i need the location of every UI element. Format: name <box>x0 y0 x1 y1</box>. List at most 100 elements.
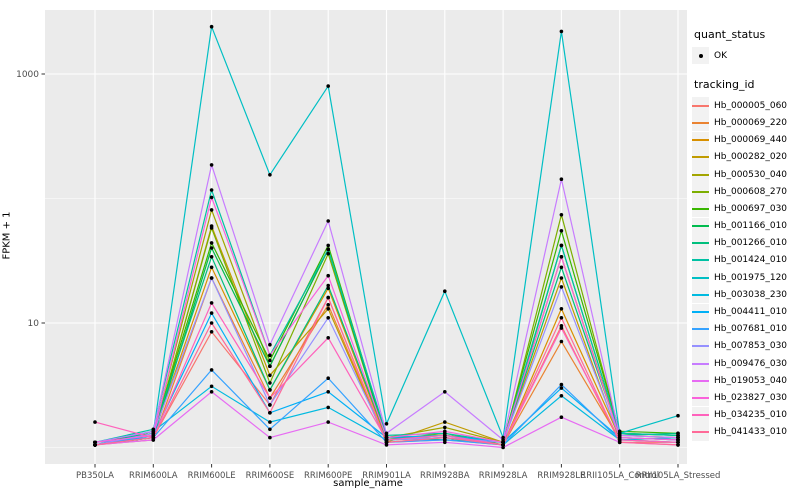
legend-line-swatch <box>692 362 709 365</box>
legend-line-swatch <box>692 396 709 399</box>
legend: quant_status OK tracking_id Hb_000005_06… <box>692 28 798 441</box>
data-point <box>501 445 505 450</box>
legend-key-box <box>692 234 709 252</box>
legend-entry-Hb_023827_030: Hb_023827_030 <box>692 389 798 407</box>
legend-label: Hb_000697_030 <box>714 203 788 214</box>
legend-label: Hb_001166_010 <box>714 221 788 232</box>
data-point <box>268 381 272 385</box>
data-point <box>559 29 564 34</box>
data-point <box>209 301 214 305</box>
legend-label: Hb_000005_060 <box>714 100 788 111</box>
data-point <box>443 440 447 445</box>
data-point <box>268 411 272 415</box>
legend-entry-Hb_004411_010: Hb_004411_010 <box>692 303 798 321</box>
legend-entry-Hb_001424_010: Hb_001424_010 <box>692 251 798 269</box>
legend-entry-Hb_007853_030: Hb_007853_030 <box>692 337 798 355</box>
legend-entry-Hb_034235_010: Hb_034235_010 <box>692 406 798 424</box>
data-point <box>209 390 214 394</box>
data-point <box>443 420 447 424</box>
legend-key-box <box>692 269 709 287</box>
legend-line-swatch <box>692 276 709 279</box>
data-point <box>268 342 272 347</box>
data-point <box>268 427 272 432</box>
data-point <box>326 376 331 381</box>
legend-label: Hb_004411_010 <box>714 307 788 318</box>
legend-label: Hb_001424_010 <box>714 255 788 266</box>
legend-key-box <box>692 183 709 201</box>
legend-label: Hb_000069_220 <box>714 117 788 128</box>
data-point <box>326 273 331 278</box>
legend-key-box <box>692 320 709 338</box>
legend-line-swatch <box>692 156 709 159</box>
data-point <box>209 311 214 315</box>
legend-line-swatch <box>692 293 709 296</box>
legend-line-swatch <box>692 414 709 417</box>
legend-label: Hb_001975_120 <box>714 272 788 283</box>
data-point <box>93 440 97 445</box>
data-point <box>268 173 272 177</box>
legend-label: Hb_041433_010 <box>714 427 788 438</box>
data-point <box>326 390 331 394</box>
x-tick-label: RRIM928LA <box>479 471 528 481</box>
data-point <box>559 243 564 248</box>
legend-line-swatch <box>692 431 709 434</box>
data-point <box>559 254 564 259</box>
x-tick-label: RRIM901LA <box>362 471 411 481</box>
data-point <box>93 443 97 447</box>
legend-entry-Hb_041433_010: Hb_041433_010 <box>692 423 798 441</box>
legend-line-swatch <box>692 328 709 331</box>
legend-line-swatch <box>692 345 709 348</box>
legend-line-swatch <box>692 259 709 262</box>
legend-entries: Hb_000005_060 Hb_000069_220 Hb_000069_440 H… <box>692 97 798 441</box>
legend-entry-Hb_000608_270: Hb_000608_270 <box>692 183 798 201</box>
legend-label: Hb_000282_020 <box>714 152 788 163</box>
data-point <box>268 373 272 378</box>
data-point <box>326 420 331 424</box>
data-point <box>559 382 564 387</box>
point-swatch-icon <box>698 53 703 58</box>
legend-key-box <box>692 166 709 184</box>
legend-key-box <box>692 97 709 115</box>
legend-entry-ok: OK <box>692 47 798 65</box>
data-point <box>326 303 331 307</box>
legend-label: Hb_000530_040 <box>714 169 788 180</box>
legend-line-swatch <box>692 190 709 193</box>
data-point <box>209 330 214 334</box>
data-point <box>326 336 331 340</box>
y-tick-label: 10 <box>28 319 40 329</box>
data-point <box>676 440 680 445</box>
legend-line-swatch <box>692 104 709 107</box>
legend-key-box <box>692 286 709 304</box>
legend-entry-Hb_000697_030: Hb_000697_030 <box>692 200 798 218</box>
data-point <box>209 163 214 167</box>
y-tick-label: 1000 <box>16 70 39 80</box>
legend-key-box <box>692 372 709 390</box>
legend-line-swatch <box>692 207 709 210</box>
data-point <box>326 286 331 291</box>
legend-entry-Hb_000005_060: Hb_000005_060 <box>692 97 798 115</box>
data-point <box>209 24 214 29</box>
legend-line-swatch <box>692 173 709 176</box>
x-tick-label: RRIM600SE <box>246 471 295 481</box>
data-point <box>384 443 389 447</box>
data-point <box>676 413 680 418</box>
data-point <box>559 326 564 330</box>
data-point <box>559 415 564 420</box>
legend-entry-Hb_009476_030: Hb_009476_030 <box>692 355 798 373</box>
data-point <box>559 213 564 217</box>
data-point <box>559 276 564 280</box>
legend-label: OK <box>714 50 727 61</box>
data-point <box>326 316 331 320</box>
data-point <box>209 321 214 325</box>
legend-entry-Hb_001266_010: Hb_001266_010 <box>692 234 798 252</box>
legend-key-box <box>692 337 709 355</box>
data-point <box>443 390 447 394</box>
legend-label: Hb_007853_030 <box>714 341 788 352</box>
legend-entry-Hb_019053_040: Hb_019053_040 <box>692 372 798 390</box>
data-point <box>209 265 214 270</box>
legend-label: Hb_001266_010 <box>714 238 788 249</box>
legend-label: Hb_007681_010 <box>714 324 788 335</box>
legend-label: Hb_034235_010 <box>714 410 788 421</box>
legend-key-box <box>692 114 709 132</box>
